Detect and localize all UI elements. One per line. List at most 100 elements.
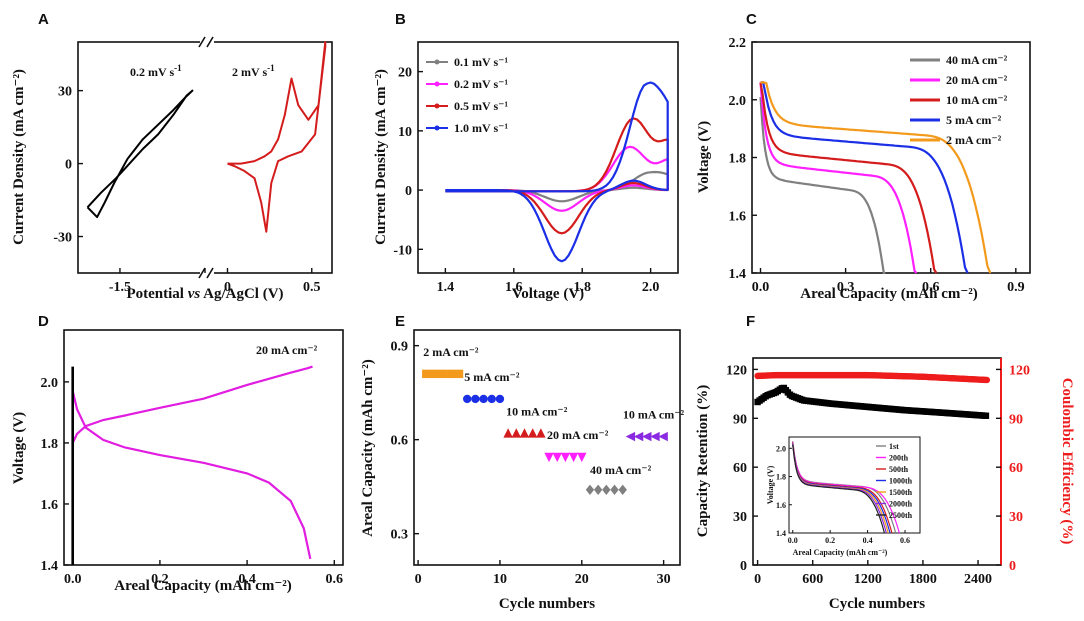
- panel-e-point: [552, 452, 562, 463]
- panel-f-ytick-label: 90: [733, 412, 747, 427]
- panel-c-ytick-label: 1.8: [729, 152, 747, 167]
- panel-e-point: [642, 431, 652, 442]
- panel-e-xtick-label: 0: [415, 572, 422, 587]
- panel-e-point: [568, 452, 579, 463]
- panel-f-inset-ytick-label: 1.4: [776, 529, 786, 538]
- panel-b-ylabel: Current Density (mA cm⁻²): [373, 69, 389, 245]
- panel-f-inset-ytick-label: 1.8: [776, 473, 786, 482]
- panel-d-xtick-label: 0.6: [326, 572, 344, 587]
- panel-label-a: A: [38, 11, 49, 28]
- panel-e-xlabel: Cycle numbers: [499, 596, 595, 612]
- panel-f-ylabel: Capacity Retention (%): [695, 385, 711, 537]
- panel-e-chart: 0.3 0.6 0.9 0 10 20 30 2 mA cm⁻² 5 mA cm⁻² 10 m…: [360, 329, 685, 612]
- panel-f-inset-legend-label-0: 1st: [889, 442, 899, 451]
- panel-f-inset-ytick-label: 1.6: [776, 501, 786, 510]
- panel-f-inset-ylabel: Voltage (V): [766, 465, 775, 504]
- panel-f-xtick-label: 1800: [909, 572, 937, 587]
- panel-a-ylabel: Current Density (mA cm⁻²): [11, 69, 27, 245]
- panel-c-legend-label-0: 40 mA cm⁻²: [946, 53, 1008, 67]
- panel-e-point: [503, 428, 513, 438]
- panel-e-point: [495, 394, 505, 404]
- panel-e-point: [471, 394, 480, 404]
- panel-c-ytick-label: 2.2: [729, 36, 747, 51]
- panel-f-inset-legend-label-5: 2000th: [889, 500, 913, 509]
- panel-a-frame: [77, 41, 333, 274]
- panel-e-xtick-label: 30: [657, 572, 671, 587]
- panel-e-label-5: 10 mA cm⁻²: [623, 408, 685, 422]
- panel-b-frame: [417, 41, 679, 274]
- panel-f-ytick-label: 120: [726, 363, 747, 378]
- panel-b-xtick-label: 1.6: [505, 280, 523, 295]
- panel-e-point: [544, 452, 554, 463]
- panel-b-legend-marker-2: [434, 103, 440, 109]
- panel-c-legend-label-1: 20 mA cm⁻²: [946, 73, 1008, 87]
- panel-a-label-2-sup: -1: [267, 63, 275, 73]
- panel-b-xtick-label: 2.0: [642, 280, 660, 295]
- panel-e-point: [511, 428, 522, 438]
- panel-e-label-3: 20 mA cm⁻²: [547, 428, 609, 442]
- panel-f-xlabel: Cycle numbers: [829, 596, 925, 612]
- panel-f-inset-series-500th: [792, 442, 893, 534]
- panel-a-label-2-text: 2 mV s: [232, 65, 267, 79]
- panel-a-ytick-label: 0: [65, 158, 72, 173]
- panel-b-legend-marker-3: [434, 125, 440, 131]
- panel-b-legend-marker-0: [434, 59, 440, 65]
- panel-e-ylabel: Areal Capacity (mAh cm⁻²): [360, 359, 376, 537]
- panel-a-xtick-label: -1.5: [109, 280, 131, 295]
- panel-f-inset-ytick-label: 2.0: [776, 444, 786, 453]
- panel-e-point: [625, 431, 636, 442]
- panel-e-point: [519, 428, 530, 438]
- panel-f-inset: 1.4 1.6 1.8 2.0 0.0 0.2 0.4 0.6 1st 200th 500th 1…: [766, 436, 921, 557]
- panel-f-right-ytick-label: 0: [1009, 559, 1016, 574]
- panel-b-xtick-label: 1.4: [437, 280, 455, 295]
- panel-c-ytick-label: 2.0: [729, 94, 747, 109]
- panel-c-ytick-label: 1.6: [729, 209, 747, 224]
- panel-e-ytick-label: 0.3: [391, 528, 409, 543]
- panel-e-point: [463, 394, 472, 404]
- panel-c-legend-label-4: 2 mA cm⁻²: [946, 133, 1002, 147]
- panel-f-ylabel-right: Coulombic Efficiency (%): [1059, 378, 1075, 545]
- panel-e-point: [633, 431, 644, 442]
- panel-e-point: [618, 484, 627, 495]
- panel-f-ytick-label: 0: [740, 559, 747, 574]
- panel-d-ytick-label: 1.8: [41, 437, 59, 452]
- panel-c-xtick-label: 0.3: [837, 280, 855, 295]
- panel-e-point: [479, 394, 488, 404]
- panel-f-inset-series-2000th: [792, 444, 887, 534]
- panel-c-xtick-label: 0.6: [922, 280, 940, 295]
- panel-f-inset-xtick-label: 0.4: [863, 536, 873, 545]
- panel-c-xlabel: Areal Capacity (mAh cm⁻²): [800, 286, 978, 302]
- panel-f-inset-legend-label-4: 1500th: [889, 488, 913, 497]
- panel-d-ytick-label: 1.6: [41, 498, 59, 513]
- panel-f-xtick-label: 0: [754, 572, 761, 587]
- panel-f-inset-series-2500th: [792, 444, 885, 534]
- panel-b-series-3: [445, 81, 669, 263]
- panel-b-series-2: [445, 117, 669, 235]
- panel-d-xtick-label: 0.2: [151, 572, 169, 587]
- panel-b-series-0: [445, 170, 669, 203]
- panel-f-right-ytick-label: 90: [1009, 412, 1023, 427]
- panel-c-legend-label-2: 10 mA cm⁻²: [946, 93, 1008, 107]
- panel-f-inset-legend-label-1: 200th: [889, 454, 909, 463]
- panel-b-legend-label-1: 0.2 mV s⁻¹: [454, 77, 508, 91]
- panel-d-ylabel: Voltage (V): [11, 412, 27, 484]
- panel-f-inset-xlabel: Areal Capacity (mAh cm⁻²): [793, 548, 888, 557]
- panel-f-inset-xtick-label: 0.0: [788, 536, 798, 545]
- panel-e-point: [560, 452, 571, 463]
- panel-b-ytick-label: 20: [398, 66, 412, 81]
- panel-a-label-0.2-sup: -1: [174, 63, 182, 73]
- panel-b-legend-label-2: 0.5 mV s⁻¹: [454, 99, 508, 113]
- panel-b-xtick-label: 1.8: [573, 280, 591, 295]
- panel-b-legend-label-0: 0.1 mV s⁻¹: [454, 55, 508, 69]
- panel-a-xtick-label: 0: [224, 280, 231, 295]
- panel-b-legend-label-3: 1.0 mV s⁻¹: [454, 121, 508, 135]
- panel-a-label-0.2-text: 0.2 mV s: [130, 65, 174, 79]
- panel-e-xtick-label: 20: [575, 572, 589, 587]
- panel-e-point: [430, 369, 439, 379]
- panel-e-label-1: 5 mA cm⁻²: [464, 370, 520, 384]
- panel-e-point: [536, 428, 546, 438]
- panel-d-series-discharge: [71, 390, 312, 560]
- panel-a-xtick-label: 0.5: [303, 280, 321, 295]
- panel-a-series-2mv: [227, 41, 327, 233]
